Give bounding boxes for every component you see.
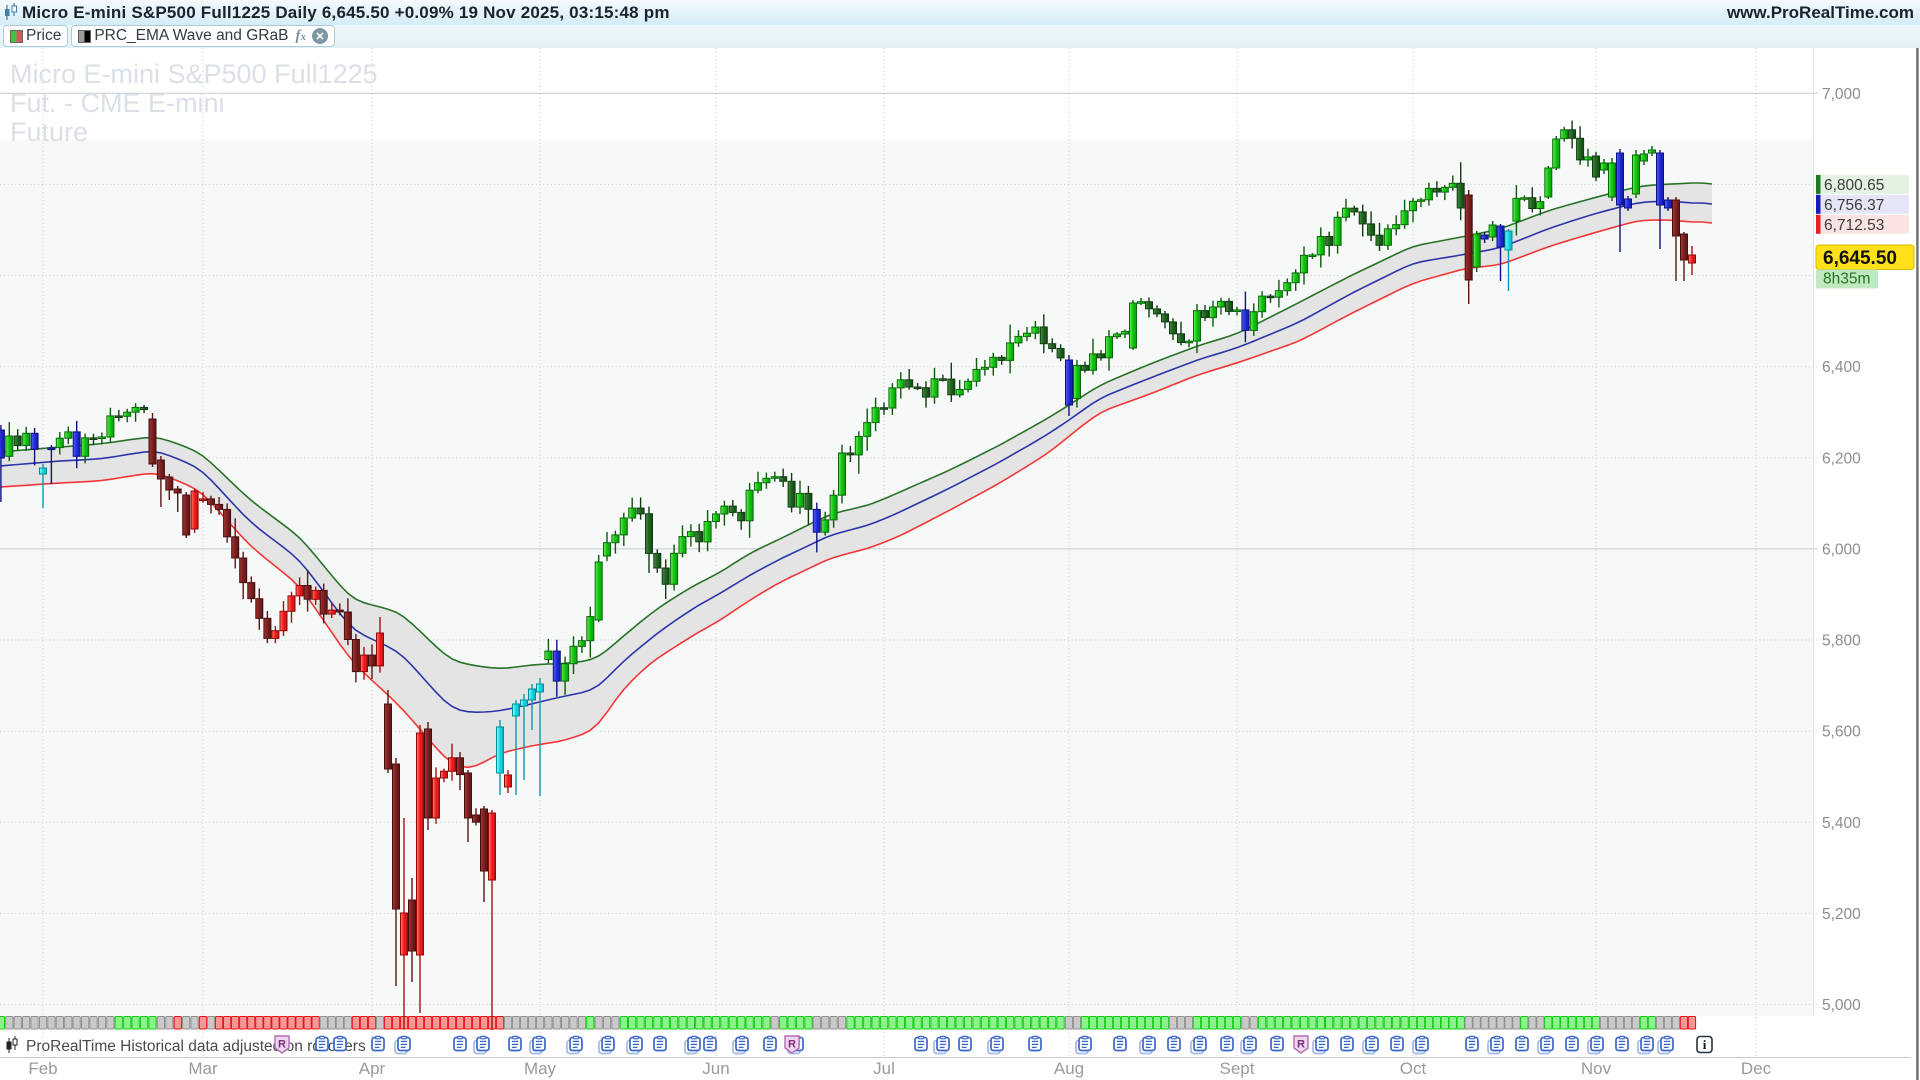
svg-text:Sept: Sept <box>1220 1059 1255 1078</box>
svg-text:5,400: 5,400 <box>1822 815 1861 832</box>
svg-text:Apr: Apr <box>359 1059 386 1078</box>
svg-text:8h35m: 8h35m <box>1823 271 1870 288</box>
svg-text:Fut. - CME E-mini: Fut. - CME E-mini <box>10 88 225 118</box>
svg-text:5,800: 5,800 <box>1822 633 1861 650</box>
svg-text:i: i <box>1703 1037 1707 1052</box>
svg-text:Oct: Oct <box>1400 1059 1427 1078</box>
svg-text:5,600: 5,600 <box>1822 724 1861 741</box>
svg-text:5,200: 5,200 <box>1822 906 1861 923</box>
svg-text:6,645.50: 6,645.50 <box>1823 248 1897 269</box>
svg-text:6,800.65: 6,800.65 <box>1824 177 1884 194</box>
svg-text:6,000: 6,000 <box>1822 541 1861 558</box>
svg-text:Future: Future <box>10 117 88 147</box>
svg-text:Feb: Feb <box>28 1059 57 1078</box>
svg-text:6,400: 6,400 <box>1822 359 1861 376</box>
svg-text:6,200: 6,200 <box>1822 450 1861 467</box>
svg-text:Nov: Nov <box>1581 1059 1612 1078</box>
svg-text:Dec: Dec <box>1741 1059 1772 1078</box>
svg-text:6,712.53: 6,712.53 <box>1824 217 1884 234</box>
svg-text:Mar: Mar <box>188 1059 218 1078</box>
svg-text:Aug: Aug <box>1054 1059 1084 1078</box>
svg-text:Micro E-mini S&P500 Full1225: Micro E-mini S&P500 Full1225 <box>10 59 378 89</box>
svg-text:Jul: Jul <box>873 1059 895 1078</box>
svg-text:ProRealTime Historical data ad: ProRealTime Historical data adjusted on … <box>26 1038 366 1055</box>
svg-text:5,000: 5,000 <box>1822 997 1861 1014</box>
svg-text:May: May <box>524 1059 557 1078</box>
svg-text:Jun: Jun <box>702 1059 729 1078</box>
svg-text:6,756.37: 6,756.37 <box>1824 197 1884 214</box>
svg-text:7,000: 7,000 <box>1822 86 1861 103</box>
